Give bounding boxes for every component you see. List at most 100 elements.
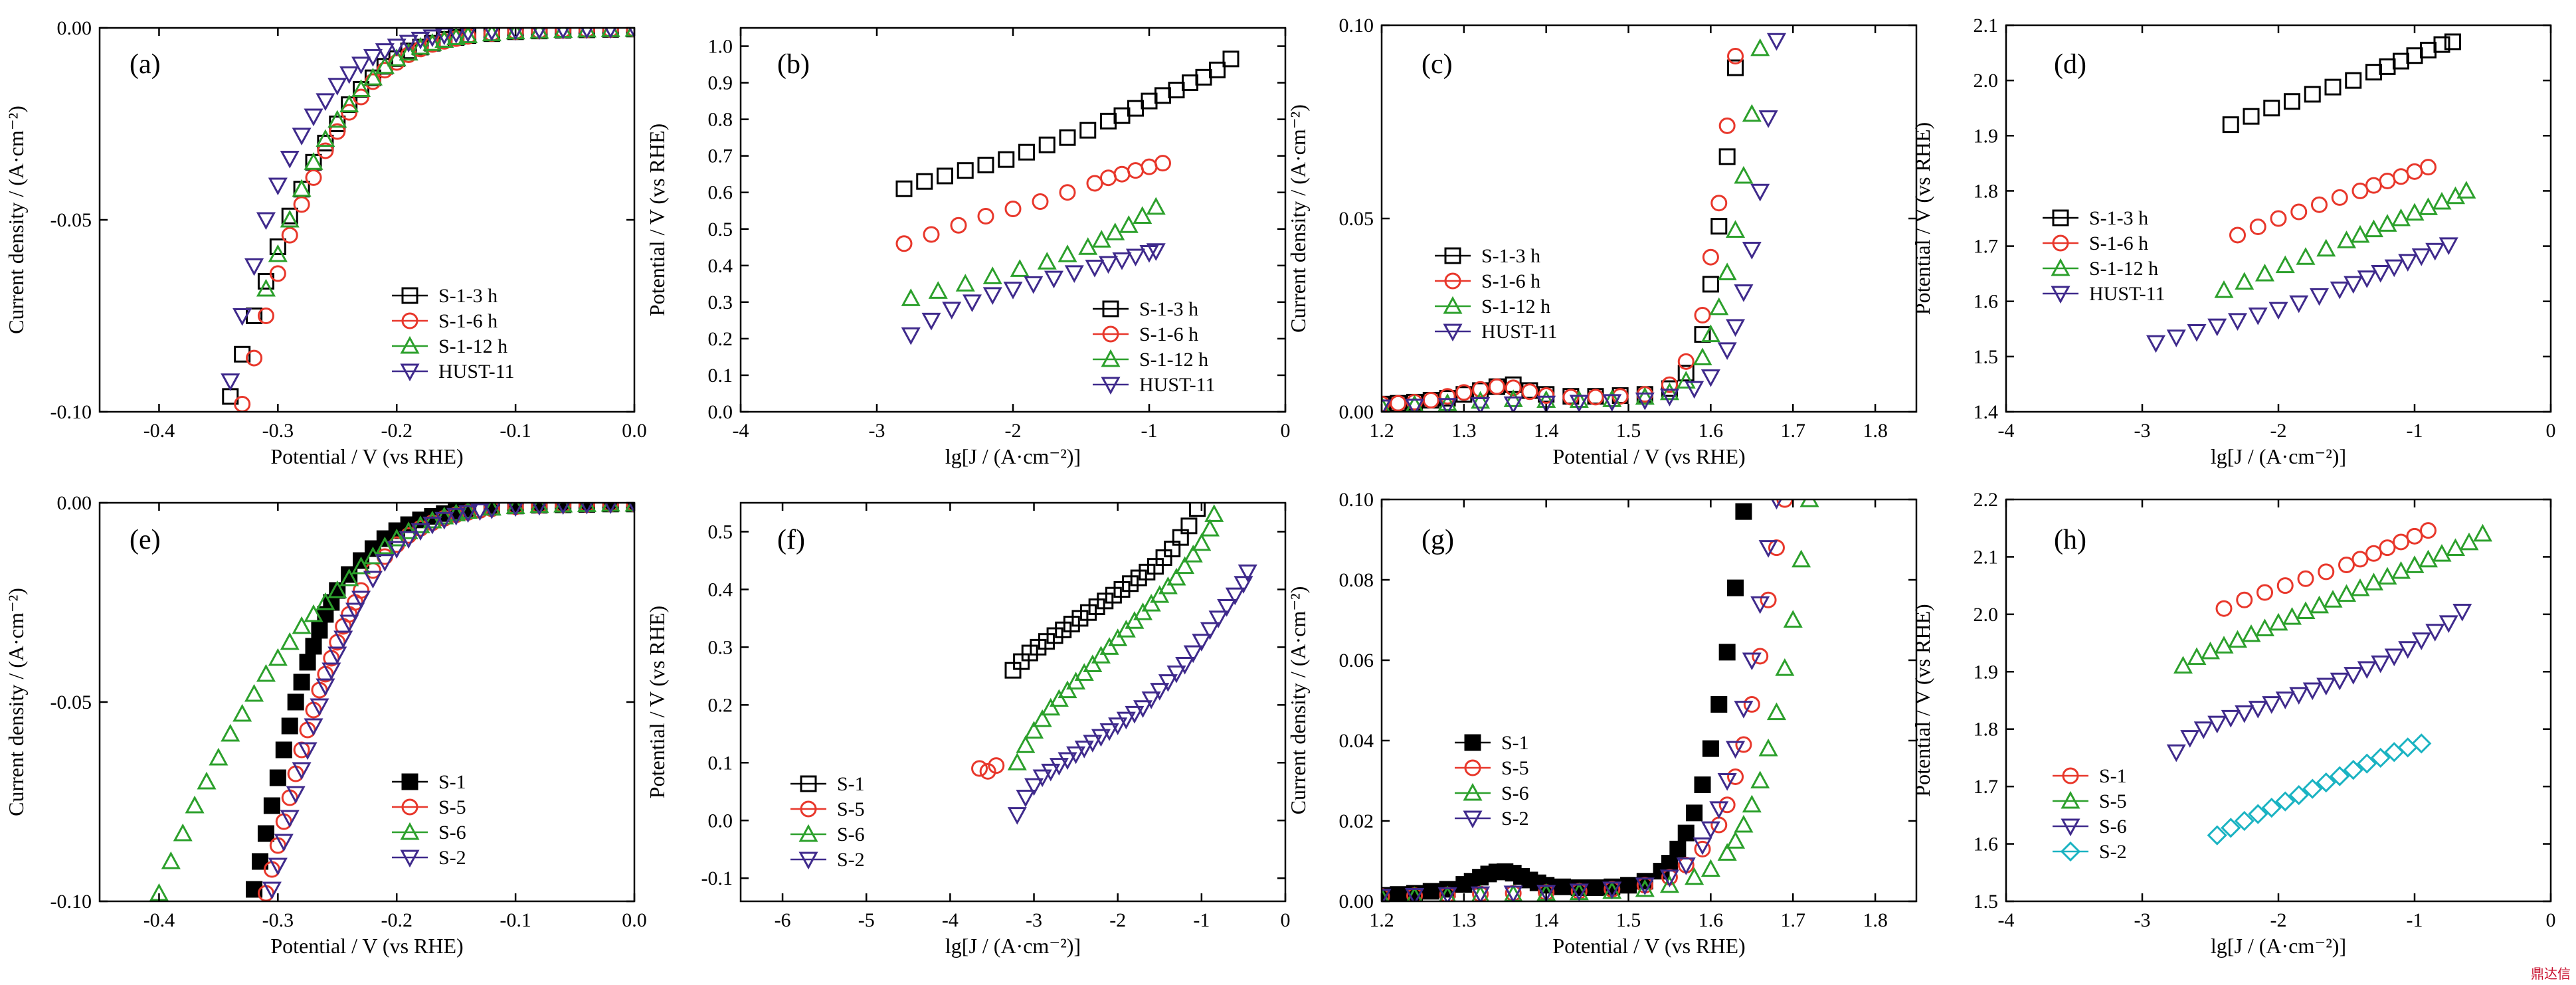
chart-panel: -6 -5 -4 -3 -2 -1 0 -0.1 0.0 0.1 0.2 0.3 0.4 0.5 lg[J … xyxy=(645,501,1291,958)
data-point xyxy=(304,604,323,622)
data-point xyxy=(1139,563,1156,581)
data-point xyxy=(1097,592,1114,610)
data-point xyxy=(2336,230,2357,248)
data-point xyxy=(1693,347,1712,366)
data-point xyxy=(1472,381,1489,398)
data-point xyxy=(1125,705,1145,724)
x-tick-label: -3 xyxy=(869,420,885,442)
legend-label: S-1-3 h xyxy=(1481,245,1540,267)
data-point xyxy=(1694,840,1711,857)
y-tick-label: 0.02 xyxy=(1339,810,1374,832)
data-point xyxy=(1726,831,1746,849)
data-point xyxy=(482,503,501,519)
data-point xyxy=(1119,215,1139,233)
data-point xyxy=(2166,329,2186,347)
data-point xyxy=(281,226,298,244)
data-point xyxy=(304,152,323,170)
data-point xyxy=(2350,224,2370,243)
data-point xyxy=(1091,646,1111,664)
data-point xyxy=(1141,158,1158,175)
data-point xyxy=(1742,104,1762,122)
data-point xyxy=(1071,610,1089,627)
y-tick-label: 1.7 xyxy=(1974,776,1999,798)
x-tick-label: 1.7 xyxy=(1780,420,1805,442)
data-point xyxy=(1046,627,1063,644)
data-point xyxy=(2254,264,2275,282)
y-tick-label: -0.10 xyxy=(50,401,92,423)
legend-marker xyxy=(401,798,418,816)
data-point xyxy=(2309,595,2330,614)
data-point xyxy=(327,646,347,665)
data-point xyxy=(1113,107,1131,124)
data-point xyxy=(1659,875,1679,893)
data-point xyxy=(1155,549,1172,567)
data-point xyxy=(979,762,996,780)
data-point xyxy=(363,571,383,589)
data-point xyxy=(2302,682,2322,701)
y-tick-label: 0.0 xyxy=(708,810,733,832)
legend-marker xyxy=(400,850,420,868)
x-axis-label: lg[J / (A·cm⁻²)] xyxy=(2211,934,2346,958)
data-point xyxy=(1727,59,1744,76)
data-points xyxy=(1382,499,1819,901)
data-point xyxy=(434,511,454,530)
data-point xyxy=(1734,284,1754,302)
data-point xyxy=(1799,499,1819,507)
x-tick-label: 0 xyxy=(1281,420,1291,442)
data-point xyxy=(1752,648,1769,665)
data-point xyxy=(484,28,500,42)
y-tick-label: 0.7 xyxy=(708,145,733,167)
data-point xyxy=(2316,238,2336,257)
legend: S-1-3 h S-1-6 h S-1-12 h HUST-11 xyxy=(392,285,514,383)
data-point xyxy=(299,654,316,671)
data-point xyxy=(1602,394,1622,412)
data-point xyxy=(1439,388,1456,405)
data-point xyxy=(339,66,359,84)
data-point xyxy=(1080,604,1097,621)
data-point xyxy=(434,30,454,48)
data-point xyxy=(982,266,1002,284)
data-point xyxy=(327,110,347,128)
data-point xyxy=(1569,390,1589,408)
legend-marker xyxy=(401,773,418,790)
x-tick-label: -3 xyxy=(2134,420,2151,442)
y-tick-label: 0.00 xyxy=(57,17,92,39)
legend: S-1 S-5 S-6 S-2 xyxy=(790,773,865,871)
data-point xyxy=(2459,532,2479,551)
data-point xyxy=(1710,218,1728,235)
data-point xyxy=(311,622,328,639)
data-point xyxy=(363,48,383,67)
data-point xyxy=(2433,36,2450,53)
data-point xyxy=(916,173,933,190)
x-tick-label: -4 xyxy=(733,420,749,442)
data-point xyxy=(375,554,395,572)
panel-letter: (h) xyxy=(2054,525,2086,555)
data-point xyxy=(1437,887,1457,901)
x-tick-label: -0.1 xyxy=(500,420,531,442)
data-point xyxy=(1079,122,1097,139)
data-point xyxy=(1536,885,1556,901)
data-point xyxy=(2173,656,2193,674)
data-point xyxy=(1471,391,1491,409)
data-point xyxy=(2187,323,2207,342)
data-point xyxy=(1074,663,1094,681)
x-tick-label: 0.0 xyxy=(622,420,647,442)
x-tick-label: -2 xyxy=(1005,420,1022,442)
data-point xyxy=(287,693,304,711)
data-point xyxy=(626,503,634,513)
data-point xyxy=(1382,399,1392,412)
x-tick-label: 1.3 xyxy=(1451,420,1477,442)
x-axis-label: Potential / V (vs RHE) xyxy=(270,444,463,468)
panel-letter: (e) xyxy=(130,525,161,555)
data-point xyxy=(1003,282,1023,300)
data-point xyxy=(339,94,359,113)
x-tick-label: -0.1 xyxy=(500,909,531,931)
data-point xyxy=(161,851,181,869)
x-tick-label: 1.6 xyxy=(1699,909,1724,931)
data-point xyxy=(2262,696,2282,714)
data-point xyxy=(221,723,240,742)
legend-label: S-1-12 h xyxy=(1139,349,1208,371)
data-point xyxy=(304,718,323,737)
x-tick-label: 1.5 xyxy=(1616,420,1641,442)
